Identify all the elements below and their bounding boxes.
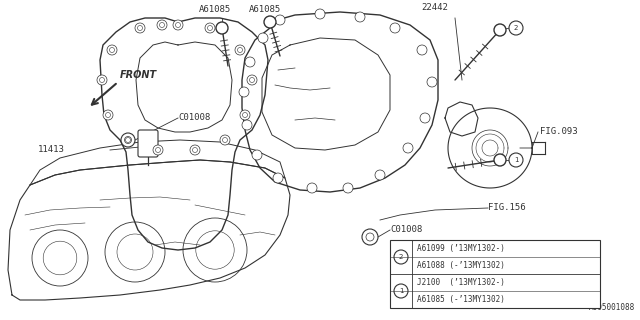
Circle shape — [494, 154, 506, 166]
Circle shape — [135, 23, 145, 33]
Text: FIG.093: FIG.093 — [540, 127, 578, 137]
Text: 1: 1 — [514, 157, 518, 163]
Circle shape — [362, 229, 378, 245]
Circle shape — [390, 23, 400, 33]
Circle shape — [258, 33, 268, 43]
Circle shape — [273, 173, 283, 183]
Circle shape — [242, 120, 252, 130]
Circle shape — [123, 135, 133, 145]
Text: 1: 1 — [399, 288, 403, 294]
FancyBboxPatch shape — [138, 130, 158, 157]
Circle shape — [107, 45, 117, 55]
Text: A61085: A61085 — [199, 5, 231, 14]
Text: A61085: A61085 — [249, 5, 281, 14]
Circle shape — [375, 170, 385, 180]
Text: 2: 2 — [399, 254, 403, 260]
Circle shape — [205, 23, 215, 33]
Circle shape — [240, 110, 250, 120]
Text: C01008: C01008 — [390, 226, 422, 235]
Circle shape — [315, 9, 325, 19]
Text: J2100  (’13MY1302-): J2100 (’13MY1302-) — [417, 278, 505, 287]
Text: FIG.156: FIG.156 — [488, 204, 525, 212]
Circle shape — [157, 20, 167, 30]
Text: A61085 (-’13MY1302): A61085 (-’13MY1302) — [417, 295, 505, 304]
Circle shape — [394, 250, 408, 264]
Text: 22442: 22442 — [422, 3, 449, 12]
Circle shape — [427, 77, 437, 87]
Text: A61099 (’13MY1302-): A61099 (’13MY1302-) — [417, 244, 505, 253]
Circle shape — [103, 110, 113, 120]
Text: A61088 (-’13MY1302): A61088 (-’13MY1302) — [417, 261, 505, 270]
Circle shape — [275, 15, 285, 25]
Text: 2: 2 — [514, 25, 518, 31]
Circle shape — [245, 57, 255, 67]
Circle shape — [247, 75, 257, 85]
Text: FRONT: FRONT — [120, 70, 157, 80]
Text: C01008: C01008 — [178, 114, 211, 123]
Circle shape — [235, 45, 245, 55]
Circle shape — [220, 135, 230, 145]
Circle shape — [509, 153, 523, 167]
Circle shape — [343, 183, 353, 193]
Bar — [390, 240, 600, 308]
Circle shape — [403, 143, 413, 153]
Text: 11413: 11413 — [38, 146, 65, 155]
Circle shape — [494, 24, 506, 36]
Circle shape — [355, 12, 365, 22]
Circle shape — [216, 22, 228, 34]
Circle shape — [307, 183, 317, 193]
Circle shape — [153, 145, 163, 155]
Circle shape — [264, 16, 276, 28]
Text: A005001088: A005001088 — [589, 303, 635, 312]
Circle shape — [121, 133, 135, 147]
Circle shape — [173, 20, 183, 30]
Circle shape — [97, 75, 107, 85]
Circle shape — [190, 145, 200, 155]
Circle shape — [252, 150, 262, 160]
Circle shape — [420, 113, 430, 123]
Circle shape — [239, 87, 249, 97]
Circle shape — [394, 284, 408, 298]
Circle shape — [509, 21, 523, 35]
Circle shape — [417, 45, 427, 55]
